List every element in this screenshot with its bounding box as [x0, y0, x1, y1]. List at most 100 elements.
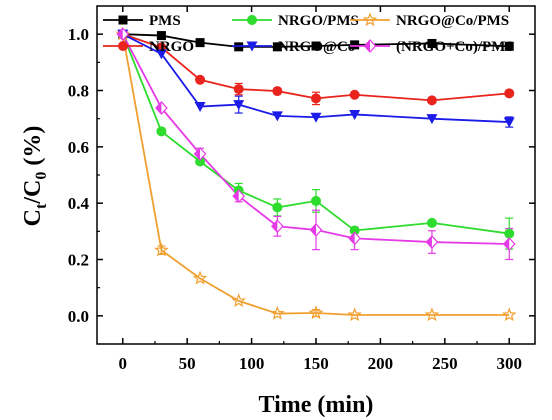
marker-fill — [233, 190, 239, 203]
marker-fill — [310, 223, 316, 236]
marker-fill — [503, 238, 510, 251]
x-tick-label: 100 — [239, 354, 265, 373]
data-point — [270, 305, 285, 320]
y-axis-title-mid: /C — [20, 180, 46, 205]
data-point — [504, 88, 515, 99]
data-point — [154, 242, 169, 257]
data-point — [233, 100, 245, 111]
legend-label: NRGO/PMS — [278, 13, 359, 29]
series-markers — [115, 26, 517, 322]
data-point — [156, 31, 166, 41]
legend-label: NRGO — [149, 39, 194, 55]
y-tick-label: 0.2 — [68, 251, 89, 270]
data-point — [311, 41, 321, 51]
data-point — [349, 109, 361, 120]
marker-fill — [349, 232, 355, 245]
marker-fill — [271, 220, 278, 233]
data-point — [271, 219, 284, 234]
data-point — [194, 102, 206, 113]
y-axis-title-tail: (%) — [20, 126, 46, 172]
legend-label: PMS — [149, 13, 181, 29]
legend-entry: NRGO/PMS — [232, 13, 359, 29]
marker-fill — [155, 101, 162, 114]
x-tick-label: 300 — [496, 354, 522, 373]
x-tick-label: 50 — [179, 354, 196, 373]
data-point — [311, 195, 321, 206]
y-tick-label: 0.0 — [68, 307, 89, 326]
marker-fill — [194, 147, 201, 160]
x-axis: 0 50 100 150 200 250 300 — [119, 6, 522, 373]
legend-entry: NRGO@Co — [232, 39, 355, 55]
data-point — [424, 307, 440, 322]
x-tick-label: 0 — [119, 354, 128, 373]
legend-swatch-marker — [363, 39, 377, 53]
data-point — [155, 101, 168, 115]
legend-swatch-marker — [118, 15, 128, 25]
series-lines — [121, 33, 510, 316]
legend-label: NRGO@Co — [278, 39, 355, 55]
data-point — [310, 112, 322, 123]
data-point — [502, 237, 516, 251]
data-point — [272, 86, 283, 97]
marker-fill — [426, 236, 432, 249]
legend-swatch-marker — [246, 41, 258, 52]
y-tick-label: 0.6 — [68, 138, 89, 157]
data-point — [426, 114, 438, 125]
data-point — [272, 42, 282, 52]
legend-entry: (NRGO+Co)/PMS — [350, 39, 514, 55]
data-point — [426, 217, 437, 228]
data-point — [504, 228, 515, 239]
data-point — [501, 307, 517, 322]
y-axis: 0.0 0.2 0.4 0.6 0.8 1.0 — [68, 25, 535, 326]
data-point — [272, 202, 283, 213]
data-point — [233, 84, 244, 95]
y-axis-title-sub-0: 0 — [33, 172, 50, 180]
x-tick-label: 250 — [432, 354, 458, 373]
y-tick-label: 0.8 — [68, 82, 89, 101]
y-tick-label: 1.0 — [68, 25, 89, 44]
y-axis-title-sub-t: t — [33, 203, 50, 209]
marker-fill — [117, 28, 123, 41]
data-point — [426, 95, 437, 106]
legend-entry: PMS — [103, 13, 181, 29]
data-point — [156, 126, 167, 137]
legend-swatch-marker — [362, 12, 378, 27]
data-point — [116, 27, 130, 42]
data-point — [347, 307, 362, 322]
legend-swatch-marker — [118, 41, 128, 51]
y-tick-label: 0.4 — [68, 194, 90, 213]
data-point — [504, 41, 514, 51]
data-point — [195, 74, 206, 85]
data-point — [231, 293, 246, 308]
data-point — [425, 235, 439, 249]
error-bars — [157, 82, 514, 317]
legend-entry: NRGO — [103, 39, 194, 55]
data-point — [348, 231, 361, 246]
data-point — [192, 270, 208, 285]
data-point — [195, 156, 206, 167]
data-point — [427, 38, 437, 48]
data-point — [195, 38, 205, 48]
y-axis-title: Ct/C0 (%) — [20, 126, 50, 227]
x-axis-title: Time (min) — [259, 392, 374, 418]
legend-label: NRGO@Co/PMS — [396, 13, 509, 29]
y-axis-title-c: C — [20, 209, 46, 226]
data-point — [311, 93, 321, 104]
legend-entry: NRGO@Co/PMS — [350, 12, 509, 29]
legend-swatch-marker — [247, 15, 257, 25]
data-point — [155, 49, 167, 60]
data-point — [193, 146, 207, 161]
data-point — [232, 189, 246, 204]
legend-label: (NRGO+Co)/PMS — [396, 39, 514, 55]
data-point — [349, 225, 360, 236]
series-line-4 — [121, 34, 510, 316]
data-point — [309, 223, 323, 237]
x-tick-label: 200 — [368, 354, 394, 373]
x-tick-label: 150 — [303, 354, 329, 373]
data-point — [349, 89, 360, 100]
data-point — [503, 117, 515, 128]
data-point — [308, 305, 324, 320]
data-point — [350, 40, 360, 50]
marker-fill — [364, 40, 370, 52]
data-point — [271, 111, 283, 122]
